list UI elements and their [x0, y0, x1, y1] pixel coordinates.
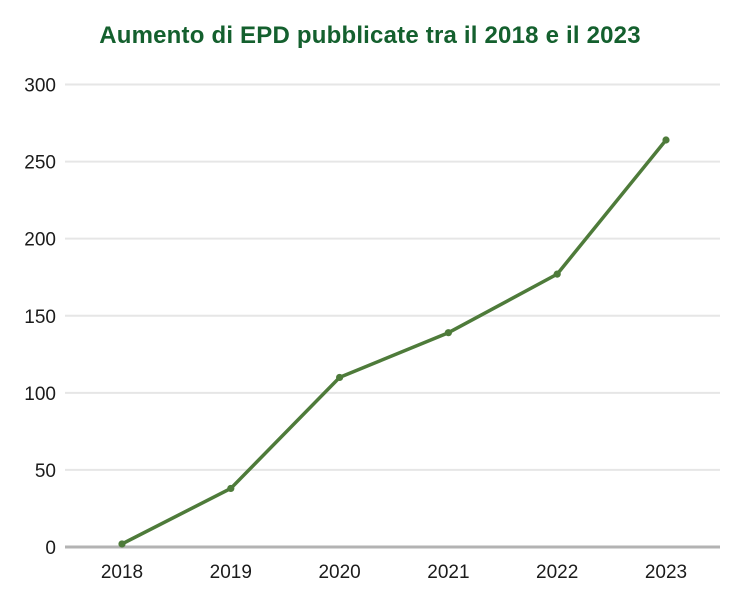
- x-axis-tick-label: 2021: [427, 562, 469, 583]
- chart-title: Aumento di EPD pubblicate tra il 2018 e …: [99, 22, 641, 49]
- y-axis-tick-label: 50: [35, 461, 56, 482]
- y-axis-tick-label: 100: [24, 384, 56, 405]
- data-point-marker: [336, 373, 344, 382]
- data-point-marker: [553, 270, 561, 278]
- data-line: [120, 138, 668, 546]
- x-axis-tick-label: 2022: [536, 562, 578, 583]
- x-axis-tick-label: 2018: [101, 562, 143, 583]
- x-axis-tick-label: 2020: [318, 562, 360, 583]
- x-axis-tick-label: 2019: [210, 562, 252, 583]
- data-point-marker: [118, 540, 126, 548]
- data-point-marker: [662, 136, 670, 144]
- y-axis-tick-label: 250: [24, 153, 56, 174]
- data-point-marker: [444, 329, 452, 337]
- y-axis-tick-label: 200: [24, 230, 56, 251]
- x-axis-tick-label: 2023: [645, 562, 687, 583]
- y-axis-tick-label: 300: [24, 76, 56, 97]
- y-axis-tick-label: 0: [45, 538, 56, 559]
- data-point-marker: [227, 484, 235, 493]
- y-axis-tick-label: 150: [24, 307, 56, 328]
